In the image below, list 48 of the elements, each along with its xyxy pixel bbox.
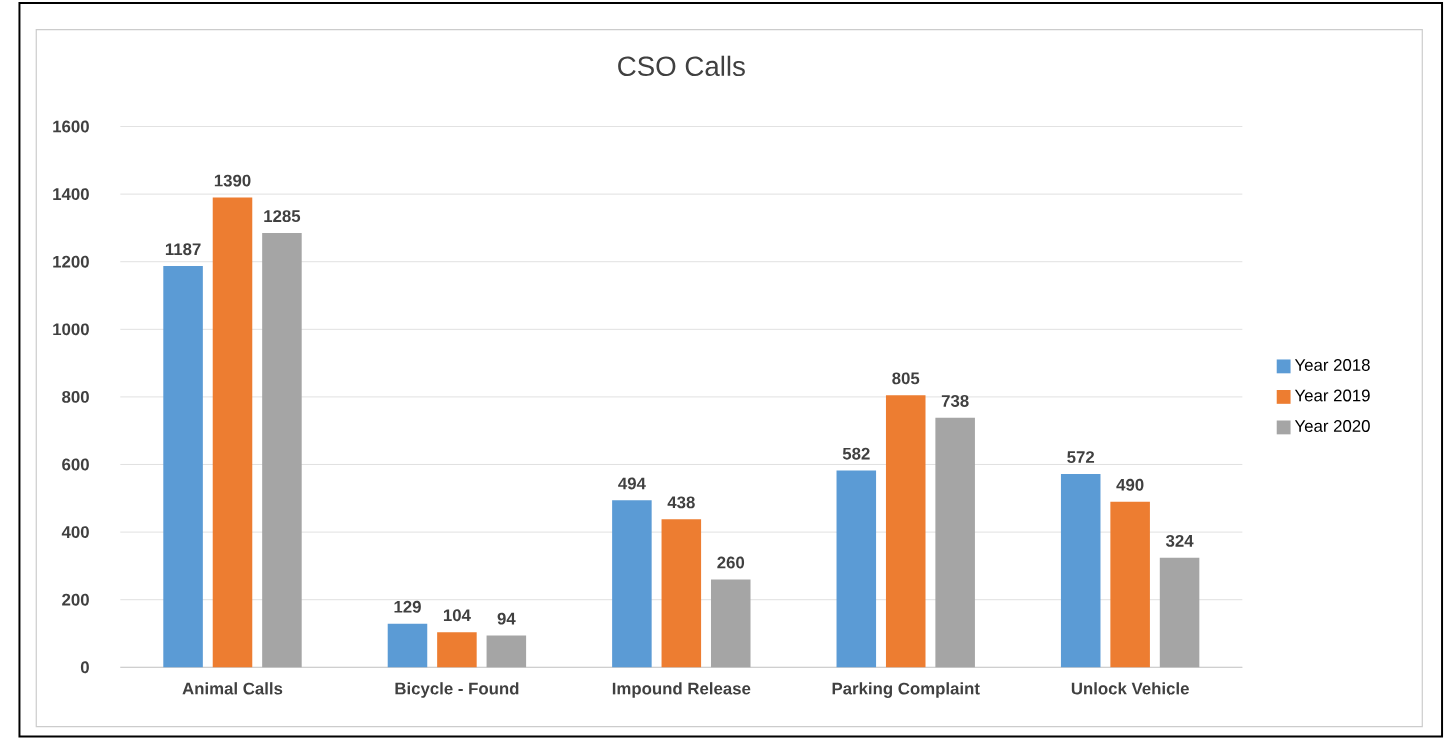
x-tick-label: Unlock Vehicle bbox=[1071, 681, 1189, 695]
y-tick-label: 200 bbox=[62, 593, 89, 606]
bar bbox=[661, 519, 702, 668]
x-tick-label: Impound Release bbox=[612, 681, 751, 698]
data-label: 805 bbox=[892, 372, 920, 385]
data-label: 324 bbox=[1165, 534, 1194, 547]
x-tick-label: Animal Calls bbox=[182, 681, 283, 695]
data-label: 738 bbox=[941, 394, 969, 407]
data-label: 1390 bbox=[214, 174, 251, 187]
bar bbox=[387, 623, 428, 668]
data-label: 1285 bbox=[264, 209, 301, 222]
bar bbox=[836, 470, 877, 668]
y-tick-label: 800 bbox=[62, 390, 89, 403]
legend-label: Year 2020 bbox=[1294, 419, 1370, 432]
bar bbox=[163, 265, 203, 668]
bar bbox=[1159, 557, 1200, 668]
data-label: 572 bbox=[1067, 450, 1095, 463]
bar bbox=[710, 579, 751, 668]
data-label: 260 bbox=[717, 556, 745, 569]
legend-label: Year 2019 bbox=[1294, 389, 1370, 402]
bar bbox=[612, 500, 652, 668]
data-label: 94 bbox=[497, 612, 516, 625]
bar bbox=[1060, 473, 1101, 668]
y-tick-label: 1200 bbox=[53, 255, 89, 268]
data-label: 438 bbox=[667, 496, 695, 509]
bar bbox=[1110, 501, 1150, 668]
y-tick-label: 1000 bbox=[53, 323, 89, 336]
legend-label: Year 2018 bbox=[1294, 358, 1370, 371]
data-label: 582 bbox=[842, 447, 870, 460]
data-label: 129 bbox=[394, 600, 421, 613]
bar bbox=[437, 631, 477, 668]
bar bbox=[885, 395, 926, 668]
data-label: 104 bbox=[443, 609, 471, 621]
bar bbox=[262, 232, 302, 668]
bar bbox=[935, 417, 975, 668]
y-tick-label: 600 bbox=[62, 458, 89, 471]
y-tick-label: 0 bbox=[80, 661, 89, 674]
bar bbox=[486, 635, 527, 668]
x-tick-label: Parking Complaint bbox=[832, 681, 980, 698]
data-label: 490 bbox=[1116, 478, 1144, 491]
data-label: 494 bbox=[618, 477, 646, 490]
y-tick-label: 1600 bbox=[53, 120, 89, 133]
y-tick-label: 400 bbox=[61, 525, 89, 538]
x-tick-label: Bicycle - Found bbox=[395, 681, 519, 698]
y-tick-label: 1400 bbox=[53, 187, 89, 200]
chart-title: CSO Calls bbox=[618, 55, 745, 76]
data-label: 1187 bbox=[165, 243, 201, 255]
bar bbox=[212, 197, 253, 668]
